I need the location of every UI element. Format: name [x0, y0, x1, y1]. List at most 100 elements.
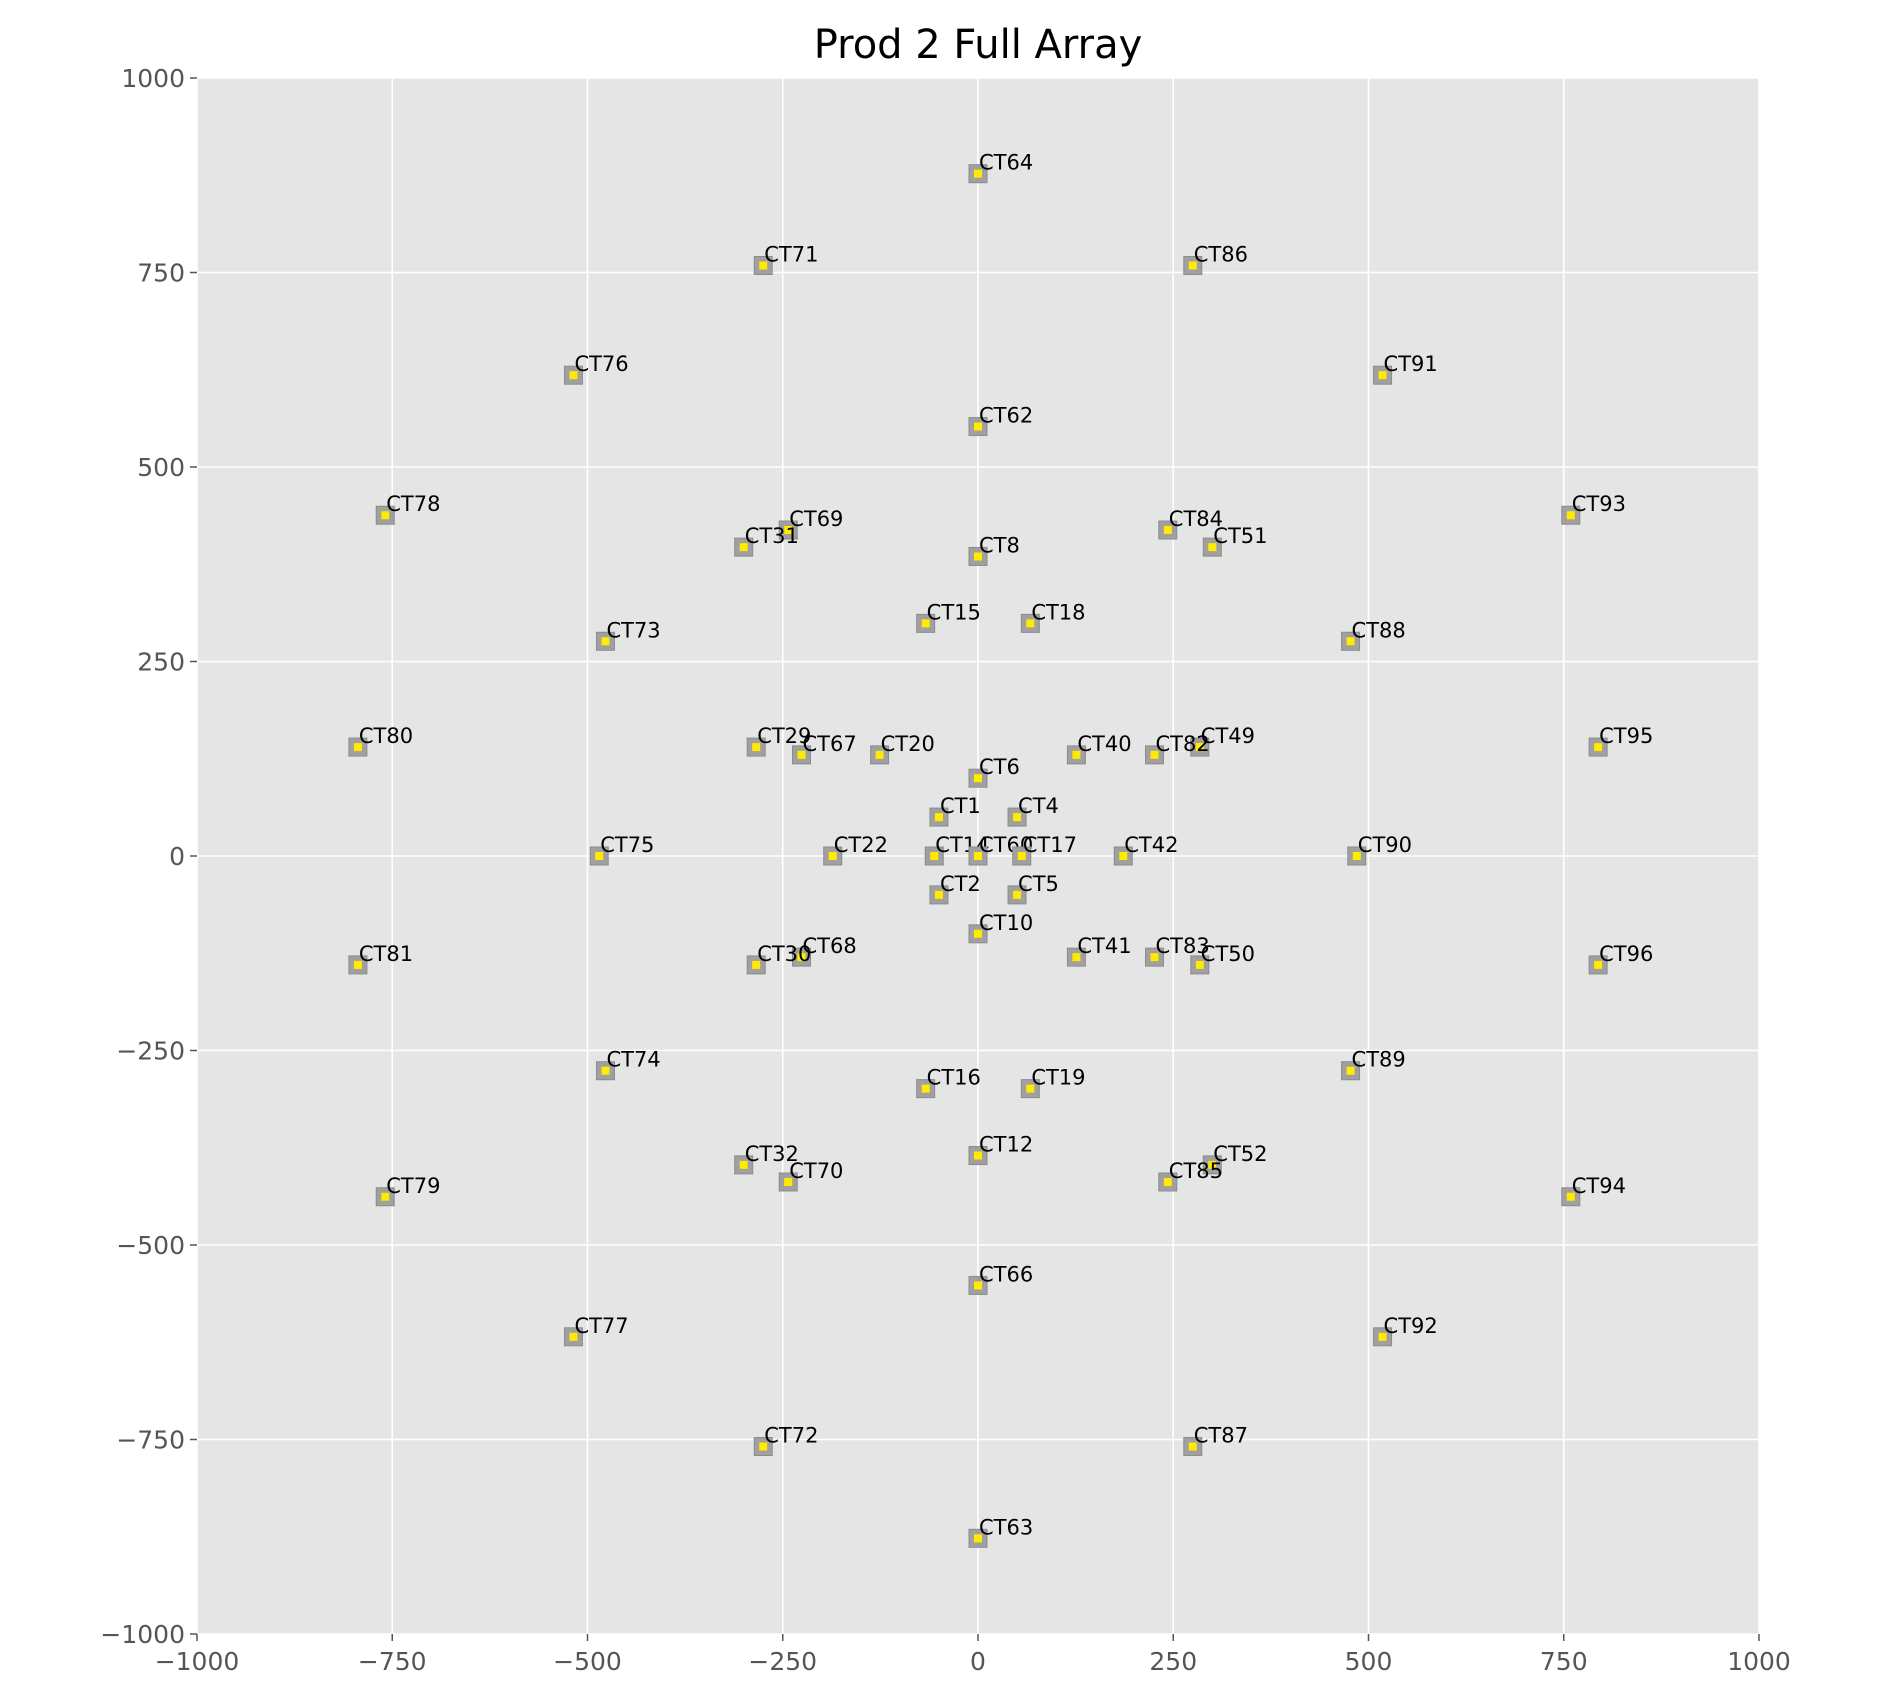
point-ct66: CT66 [968, 1262, 1033, 1295]
point-marker-center [1594, 960, 1603, 969]
point-marker-center [1072, 953, 1081, 962]
point-label: CT68 [802, 934, 856, 958]
point-label: CT62 [979, 404, 1033, 428]
point-label: CT2 [940, 872, 981, 896]
point-label: CT42 [1124, 833, 1178, 857]
x-tick-label: 250 [1149, 1647, 1197, 1676]
point-marker-center [1072, 750, 1081, 759]
point-label: CT32 [745, 1142, 799, 1166]
point-label: CT85 [1169, 1159, 1223, 1183]
point-ct50: CT50 [1190, 942, 1255, 975]
point-ct80: CT80 [348, 724, 413, 757]
point-marker-center [759, 1442, 768, 1451]
point-marker-center [752, 743, 761, 752]
point-label: CT22 [834, 833, 888, 857]
point-marker-center [1163, 1177, 1172, 1186]
point-label: CT90 [1358, 833, 1412, 857]
point-marker-center [1208, 543, 1217, 552]
point-marker-center [974, 169, 982, 178]
point-marker-center [1195, 960, 1204, 969]
x-tick-label: −500 [553, 1647, 622, 1676]
point-ct83: CT83 [1145, 934, 1210, 967]
point-ct22: CT22 [823, 833, 888, 866]
point-ct32: CT32 [734, 1142, 799, 1175]
point-label: CT50 [1201, 942, 1255, 966]
point-label: CT69 [789, 507, 843, 531]
point-ct78: CT78 [375, 492, 440, 525]
point-label: CT94 [1572, 1174, 1626, 1198]
point-marker-center [1352, 852, 1361, 860]
point-label: CT19 [1031, 1066, 1085, 1090]
point-marker-center [930, 852, 939, 860]
point-label: CT73 [606, 618, 660, 642]
point-label: CT77 [574, 1314, 628, 1338]
point-ct75: CT75 [589, 833, 654, 866]
point-label: CT71 [764, 242, 818, 266]
x-tick-label: 0 [970, 1647, 986, 1676]
point-label: CT8 [979, 533, 1020, 557]
point-ct68: CT68 [791, 934, 857, 967]
point-label: CT6 [979, 755, 1020, 779]
point-label: CT82 [1156, 732, 1210, 756]
point-marker-center [1378, 1332, 1387, 1341]
y-tick-label: 250 [137, 648, 185, 677]
point-ct67: CT67 [791, 732, 857, 765]
point-ct1: CT1 [929, 794, 981, 827]
point-marker-center [797, 750, 806, 759]
point-ct41: CT41 [1066, 934, 1132, 967]
y-tick-label: 1000 [121, 64, 185, 93]
point-label: CT64 [979, 151, 1033, 175]
point-marker-center [1188, 261, 1197, 270]
point-marker-center [1566, 511, 1575, 520]
point-label: CT17 [1023, 833, 1077, 857]
point-ct52: CT52 [1202, 1142, 1268, 1175]
point-label: CT12 [979, 1133, 1033, 1157]
point-label: CT89 [1352, 1048, 1406, 1072]
point-ct49: CT49 [1190, 724, 1255, 757]
x-tick-label: −250 [748, 1647, 817, 1676]
point-label: CT78 [386, 492, 440, 516]
point-ct85: CT85 [1158, 1159, 1223, 1192]
point-marker-center [739, 1160, 748, 1169]
point-marker-center [353, 960, 362, 969]
point-label: CT72 [764, 1424, 818, 1448]
point-marker-center [934, 813, 943, 822]
point-label: CT49 [1201, 724, 1255, 748]
point-label: CT52 [1213, 1142, 1267, 1166]
point-ct8: CT8 [968, 533, 1020, 566]
point-marker-center [353, 743, 362, 752]
point-marker-center [921, 1084, 930, 1093]
axis-ticks: −1000 −750 −500 −250 0 250 500 750 1000 −1000 −750… [100, 64, 1790, 1676]
point-ct70: CT70 [778, 1159, 843, 1192]
point-label: CT10 [979, 911, 1033, 935]
point-marker-center [569, 1332, 578, 1341]
point-label: CT41 [1077, 934, 1131, 958]
point-label: CT76 [574, 352, 628, 376]
y-tick-label: −250 [116, 1037, 185, 1066]
point-ct88: CT88 [1341, 618, 1406, 651]
point-marker-center [1163, 526, 1172, 535]
point-label: CT95 [1599, 724, 1653, 748]
point-ct51: CT51 [1202, 524, 1268, 557]
point-marker-center [1195, 743, 1204, 752]
point-ct20: CT20 [870, 732, 935, 765]
point-ct82: CT82 [1145, 732, 1210, 765]
point-ct72: CT72 [753, 1424, 818, 1457]
point-marker-center [1017, 852, 1026, 860]
point-marker-center [1013, 890, 1022, 899]
point-ct17: CT17 [1012, 833, 1077, 866]
point-marker-center [1026, 619, 1035, 628]
point-marker-center [1346, 1066, 1355, 1075]
x-tick-label: −1000 [155, 1647, 240, 1676]
point-label: CT87 [1194, 1424, 1248, 1448]
point-ct69: CT69 [778, 507, 843, 540]
point-ct19: CT19 [1020, 1066, 1086, 1099]
point-marker-center [381, 511, 390, 520]
point-label: CT40 [1077, 732, 1131, 756]
point-marker-center [1188, 1442, 1197, 1451]
point-label: CT74 [606, 1048, 660, 1072]
point-marker-center [601, 637, 610, 646]
point-ct92: CT92 [1373, 1314, 1438, 1347]
point-marker-center [1566, 1192, 1575, 1201]
point-ct40: CT40 [1066, 732, 1132, 765]
